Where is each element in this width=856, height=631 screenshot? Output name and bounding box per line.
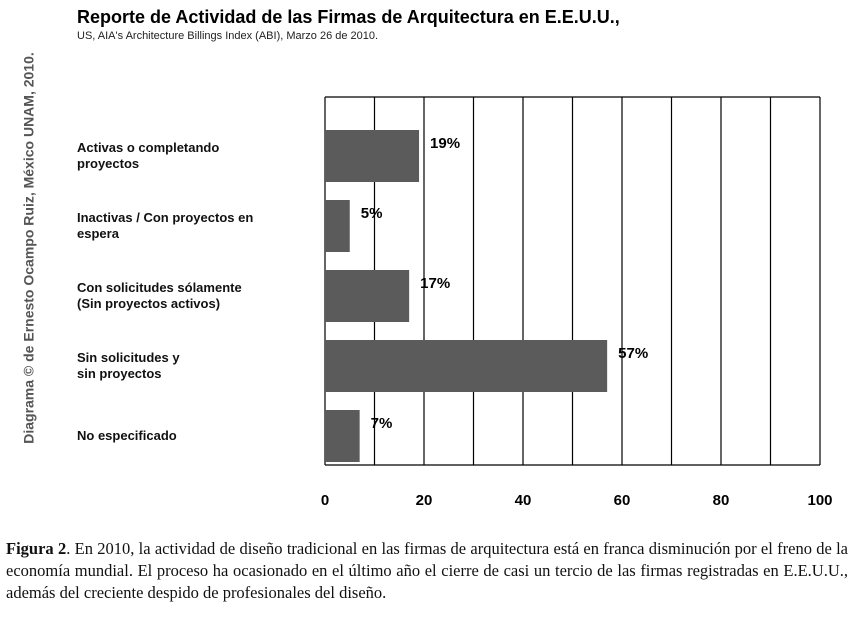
category-label: Inactivas / Con proyectos en espera [77, 210, 254, 241]
caption-label: Figura 2 [6, 539, 67, 558]
bar [325, 200, 350, 252]
x-tick-label: 60 [614, 492, 631, 509]
caption: Figura 2. En 2010, la actividad de diseñ… [6, 538, 848, 604]
value-label: 7% [371, 415, 393, 432]
value-label: 57% [618, 345, 648, 362]
chart-title: Reporte de Actividad de las Firmas de Ar… [77, 7, 620, 27]
value-label: 19% [430, 135, 460, 152]
category-label: Activas o completando proyectos [77, 140, 220, 171]
x-tick-label: 40 [515, 492, 532, 509]
value-label: 5% [361, 205, 383, 222]
x-tick-label: 20 [416, 492, 433, 509]
side-note: Diagrama © de Ernesto Ocampo Ruiz, Méxic… [21, 52, 37, 444]
x-tick-label: 100 [807, 492, 832, 509]
chart: Reporte de Actividad de las Firmas de Ar… [21, 7, 833, 509]
bar [325, 410, 360, 462]
bar [325, 270, 410, 322]
x-tick-label: 80 [713, 492, 730, 509]
caption-text: . En 2010, la actividad de diseño tradic… [6, 539, 848, 602]
category-label: Sin solicitudes y sin proyectos [77, 350, 180, 381]
bar [325, 130, 420, 182]
category-label: No especificado [77, 428, 177, 443]
category-label: Con solicitudes sólamente (Sin proyectos… [77, 280, 242, 311]
x-tick-label: 0 [321, 492, 329, 509]
bar [325, 340, 608, 392]
value-label: 17% [420, 275, 450, 292]
chart-subtitle: US, AIA's Architecture Billings Index (A… [77, 30, 378, 42]
